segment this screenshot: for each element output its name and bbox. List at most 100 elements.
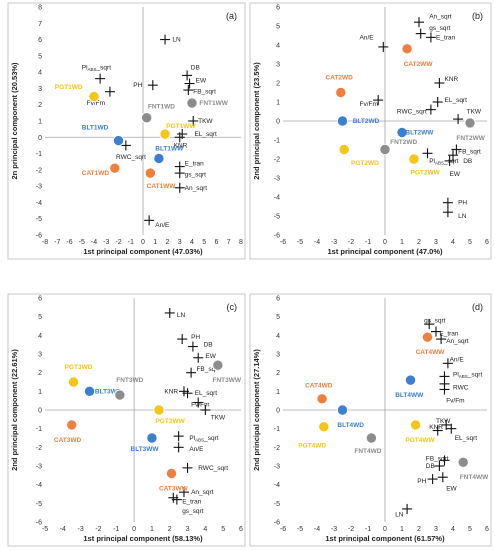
y-tick-label: -3 (36, 464, 42, 471)
y-tick-label: -6 (36, 520, 42, 527)
x-tick-label: 0 (141, 239, 145, 246)
variable-marker (439, 384, 450, 395)
x-tick-label: 0 (383, 239, 387, 246)
x-tick-label: -1 (128, 239, 134, 246)
treatment-label: BLT4WD (337, 422, 364, 429)
variable-label: An/E (155, 222, 170, 229)
treatment-label: FNT3WW (212, 377, 241, 384)
x-tick-label: -1 (365, 526, 371, 533)
x-tick-label: 8 (239, 239, 243, 246)
treatment-label: BLT4WW (395, 392, 424, 399)
variable-label: An_sqrt (185, 185, 208, 192)
variable-marker (174, 132, 185, 143)
y-tick-label: -2 (274, 445, 280, 452)
x-tick-label: 5 (468, 526, 472, 533)
y-tick-label: -4 (274, 195, 280, 202)
variable-label: EW (205, 353, 216, 360)
x-tick-label: -5 (79, 239, 85, 246)
variable-label: EL_sqrt (445, 97, 468, 104)
treatment-label: PGT4WD (298, 442, 326, 449)
x-tick-label: 1 (153, 239, 157, 246)
x-tick-label: -8 (42, 239, 48, 246)
variable-label: EW (446, 485, 457, 492)
variable-marker (422, 148, 433, 159)
treatment-label: PGT4WW (405, 437, 435, 444)
variable-label: Fv/Fm (360, 101, 378, 108)
variable-marker (414, 17, 424, 28)
x-tick-label: 5 (202, 239, 206, 246)
variable-label: PlABS_sqrt (189, 435, 218, 443)
x-tick-label: 1 (400, 526, 404, 533)
treatment-point (409, 419, 422, 431)
treatment-label: FNT2WD (390, 139, 417, 146)
treatment-point (318, 421, 330, 433)
variable-marker (186, 367, 197, 378)
variable-marker (120, 140, 131, 151)
treatment-label: BLT1WW (155, 146, 184, 153)
x-tick-label: 2 (417, 239, 421, 246)
y-tick-label: 4 (38, 70, 42, 77)
variable-label: FB_sqrt (426, 456, 449, 463)
treatment-point (146, 432, 158, 444)
variable-marker (184, 78, 195, 89)
x-tick-label: -5 (42, 526, 48, 533)
treatment-point (316, 393, 328, 405)
variable-marker (182, 70, 193, 81)
treatment-label: PGT3WW (155, 418, 185, 425)
treatment-label: PGT2WW (411, 169, 441, 176)
variable-label: TKW (211, 414, 226, 421)
treatment-point (421, 331, 434, 343)
treatment-label: FNT2WW (456, 135, 485, 142)
variable-marker (446, 423, 457, 434)
variable-marker (442, 207, 453, 218)
x-tick-label: -6 (280, 239, 286, 246)
treatment-point (186, 97, 198, 109)
variable-label: EW (450, 171, 461, 178)
x-tick-label: -7 (54, 239, 60, 246)
x-tick-label: 3 (434, 526, 438, 533)
variable-label: PH (417, 478, 426, 485)
variable-marker (434, 461, 445, 471)
variable-label: RWC_sqrt (116, 154, 146, 161)
variable-label: LN (458, 213, 467, 220)
x-tick-label: -2 (348, 239, 354, 246)
y-tick-label: 2 (38, 102, 42, 109)
variable-marker (434, 78, 445, 88)
variable-label: An/E (189, 446, 204, 453)
treatment-label: FNT1WD (148, 103, 175, 110)
variable-marker (448, 150, 458, 161)
variable-label: FB_sqrt (458, 148, 481, 155)
y-tick-label: 8 (38, 5, 42, 12)
x-axis-label: 1st principal component (58.13%) (83, 534, 203, 543)
treatment-point (379, 143, 391, 156)
panel-b: -6 -5 -4 -3 -2 -1 0 1 2 3 4 5 6 -6 -5 -4 -3 -2 -1 0 1 2 3 4 5 6 1s… (249, 2, 492, 260)
y-tick-label: 4 (276, 43, 280, 50)
variable-label: PH (133, 82, 142, 89)
variable-marker (173, 431, 184, 442)
variable-marker (373, 95, 384, 106)
panel-frame (249, 2, 492, 260)
y-tick-label: 1 (276, 389, 280, 396)
variable-marker (144, 215, 155, 226)
variable-marker (442, 358, 453, 369)
variable-label: EL_sqrt (455, 435, 478, 442)
treatment-label: BLT3WW (131, 446, 160, 453)
x-axis-label: 1st principal component (61.57%) (325, 534, 445, 543)
y-tick-label: -5 (274, 214, 280, 221)
x-tick-label: 5 (221, 526, 225, 533)
y-tick-label: -5 (36, 501, 42, 508)
treatment-label: CAT4WW (416, 349, 446, 356)
treatment-label: FNT4WW (460, 474, 489, 481)
variable-label: Fv/Fm (191, 401, 209, 408)
variable-label: EW (196, 77, 207, 84)
y-tick-label: 4 (38, 333, 42, 340)
panel-label: (d) (472, 302, 483, 312)
treatment-label: FNT3WD (116, 377, 143, 384)
treatment-label: CAT3WD (54, 437, 82, 444)
x-tick-label: -4 (60, 526, 66, 533)
variable-label: RWC_sqrt (397, 109, 427, 116)
panel-d: -6 -5 -4 -3 -2 -1 0 1 2 3 4 5 6 -6 -5 -4 -3 -2 -1 0 1 2 3 4 5 6 1s… (249, 293, 492, 547)
variable-label: DB (426, 463, 435, 470)
y-tick-label: 0 (276, 119, 280, 126)
variable-label: LN (172, 37, 181, 44)
